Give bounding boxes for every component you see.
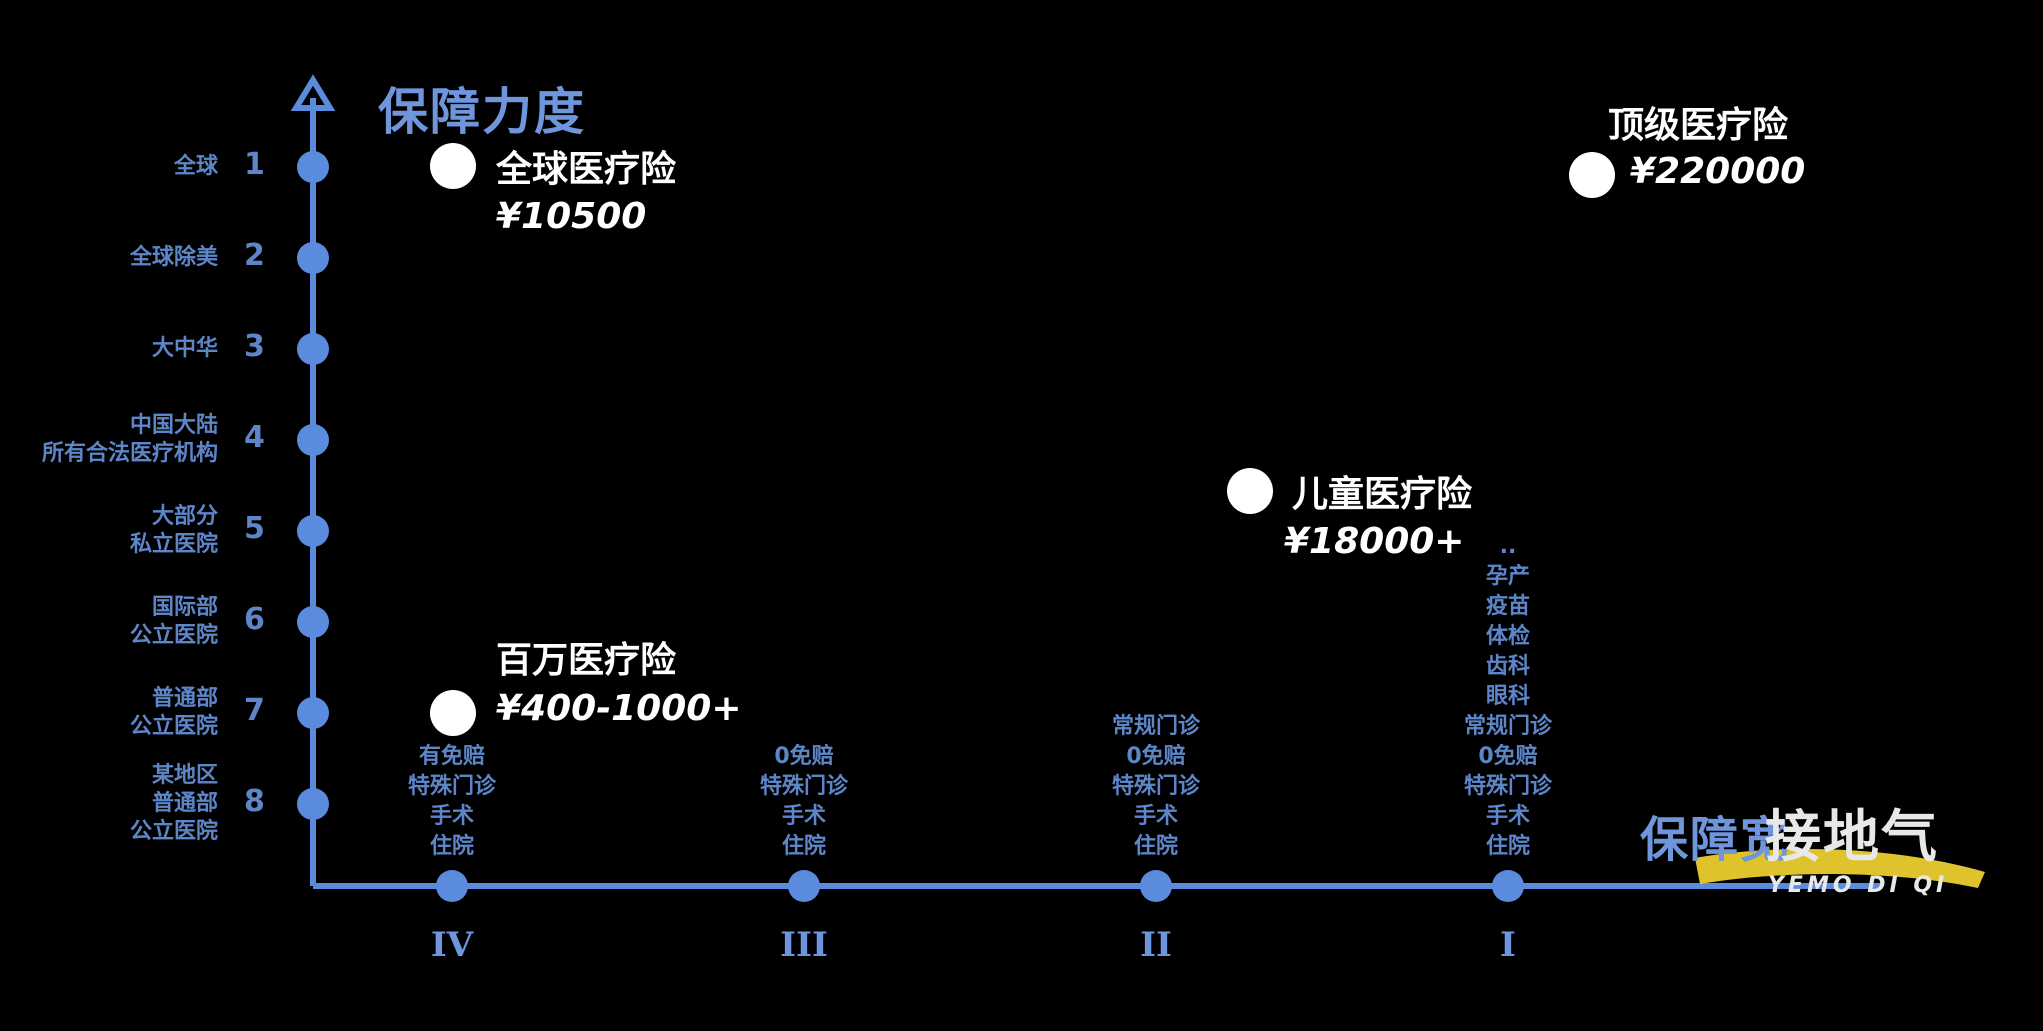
y-tick-dot bbox=[297, 606, 329, 638]
x-tick-roman: III bbox=[780, 925, 828, 965]
y-tick-number: 5 bbox=[244, 511, 265, 546]
x-axis-title: 保障宽 bbox=[1640, 812, 1791, 868]
watermark-subtitle: YEMO DI QI bbox=[1768, 873, 1949, 898]
y-tick-label: 普通部 公立医院 bbox=[129, 686, 218, 739]
y-tick-number: 1 bbox=[244, 147, 265, 182]
x-tick-dot bbox=[788, 870, 820, 902]
product-name: 顶级医疗险 bbox=[1608, 105, 1789, 146]
y-axis-tick-dots bbox=[297, 151, 329, 820]
y-tick-number: 3 bbox=[244, 329, 265, 364]
x-tick-dot bbox=[1140, 870, 1172, 902]
x-tick-features: 有免赔 特殊门诊 手术 住院 bbox=[407, 744, 497, 859]
y-tick-number: 7 bbox=[244, 693, 265, 728]
product-price: ¥400-1000+ bbox=[496, 688, 742, 729]
watermark-brush-stroke bbox=[1695, 849, 1985, 888]
product-dot bbox=[1227, 468, 1273, 514]
y-tick-label: 某地区 普通部 公立医院 bbox=[129, 763, 218, 844]
product-name: 儿童医疗险 bbox=[1292, 474, 1473, 515]
y-tick-label: 全球 bbox=[173, 154, 218, 179]
product-price: ¥10500 bbox=[496, 196, 647, 237]
product-name: 全球医疗险 bbox=[496, 149, 677, 190]
y-tick-dot bbox=[297, 788, 329, 820]
y-tick-number: 8 bbox=[244, 784, 265, 819]
product-price: ¥220000 bbox=[1630, 151, 1806, 192]
y-tick-number: 2 bbox=[244, 238, 265, 273]
y-tick-dot bbox=[297, 151, 329, 183]
x-tick-roman: II bbox=[1140, 925, 1172, 965]
watermark-logo: 接地气 bbox=[1765, 805, 1939, 870]
y-tick-dot bbox=[297, 333, 329, 365]
y-tick-dot bbox=[297, 242, 329, 274]
x-axis-tick-dots bbox=[436, 870, 1524, 902]
product-dot bbox=[430, 690, 476, 736]
product-dots bbox=[430, 143, 1615, 736]
product-name: 百万医疗险 bbox=[496, 640, 677, 681]
x-tick-roman: I bbox=[1500, 925, 1516, 965]
y-tick-dot bbox=[297, 515, 329, 547]
y-tick-label: 中国大陆 所有合法医疗机构 bbox=[41, 413, 218, 466]
y-tick-label: 国际部 公立医院 bbox=[129, 595, 218, 648]
y-tick-dot bbox=[297, 697, 329, 729]
product-price: ¥18000+ bbox=[1284, 521, 1465, 562]
x-tick-features: 常规门诊 0免赔 特殊门诊 手术 住院 bbox=[1111, 714, 1201, 859]
x-tick-features: .. 孕产 疫苗 体检 齿科 眼科 常规门诊 0免赔 特殊门诊 手术 住院 bbox=[1463, 534, 1553, 859]
y-axis-title: 保障力度 bbox=[378, 83, 586, 141]
x-tick-features: 0免赔 特殊门诊 手术 住院 bbox=[759, 744, 849, 859]
y-axis-arrow-icon bbox=[290, 74, 336, 111]
y-tick-dot bbox=[297, 424, 329, 456]
product-dot bbox=[430, 143, 476, 189]
y-tick-label: 大部分 私立医院 bbox=[129, 504, 218, 557]
x-tick-roman: IV bbox=[430, 925, 474, 965]
y-tick-number: 4 bbox=[244, 420, 265, 455]
x-tick-dot bbox=[1492, 870, 1524, 902]
y-tick-label: 全球除美 bbox=[129, 245, 218, 270]
x-tick-dot bbox=[436, 870, 468, 902]
y-tick-number: 6 bbox=[244, 602, 265, 637]
y-tick-label: 大中华 bbox=[151, 336, 218, 361]
product-dot bbox=[1569, 152, 1615, 198]
